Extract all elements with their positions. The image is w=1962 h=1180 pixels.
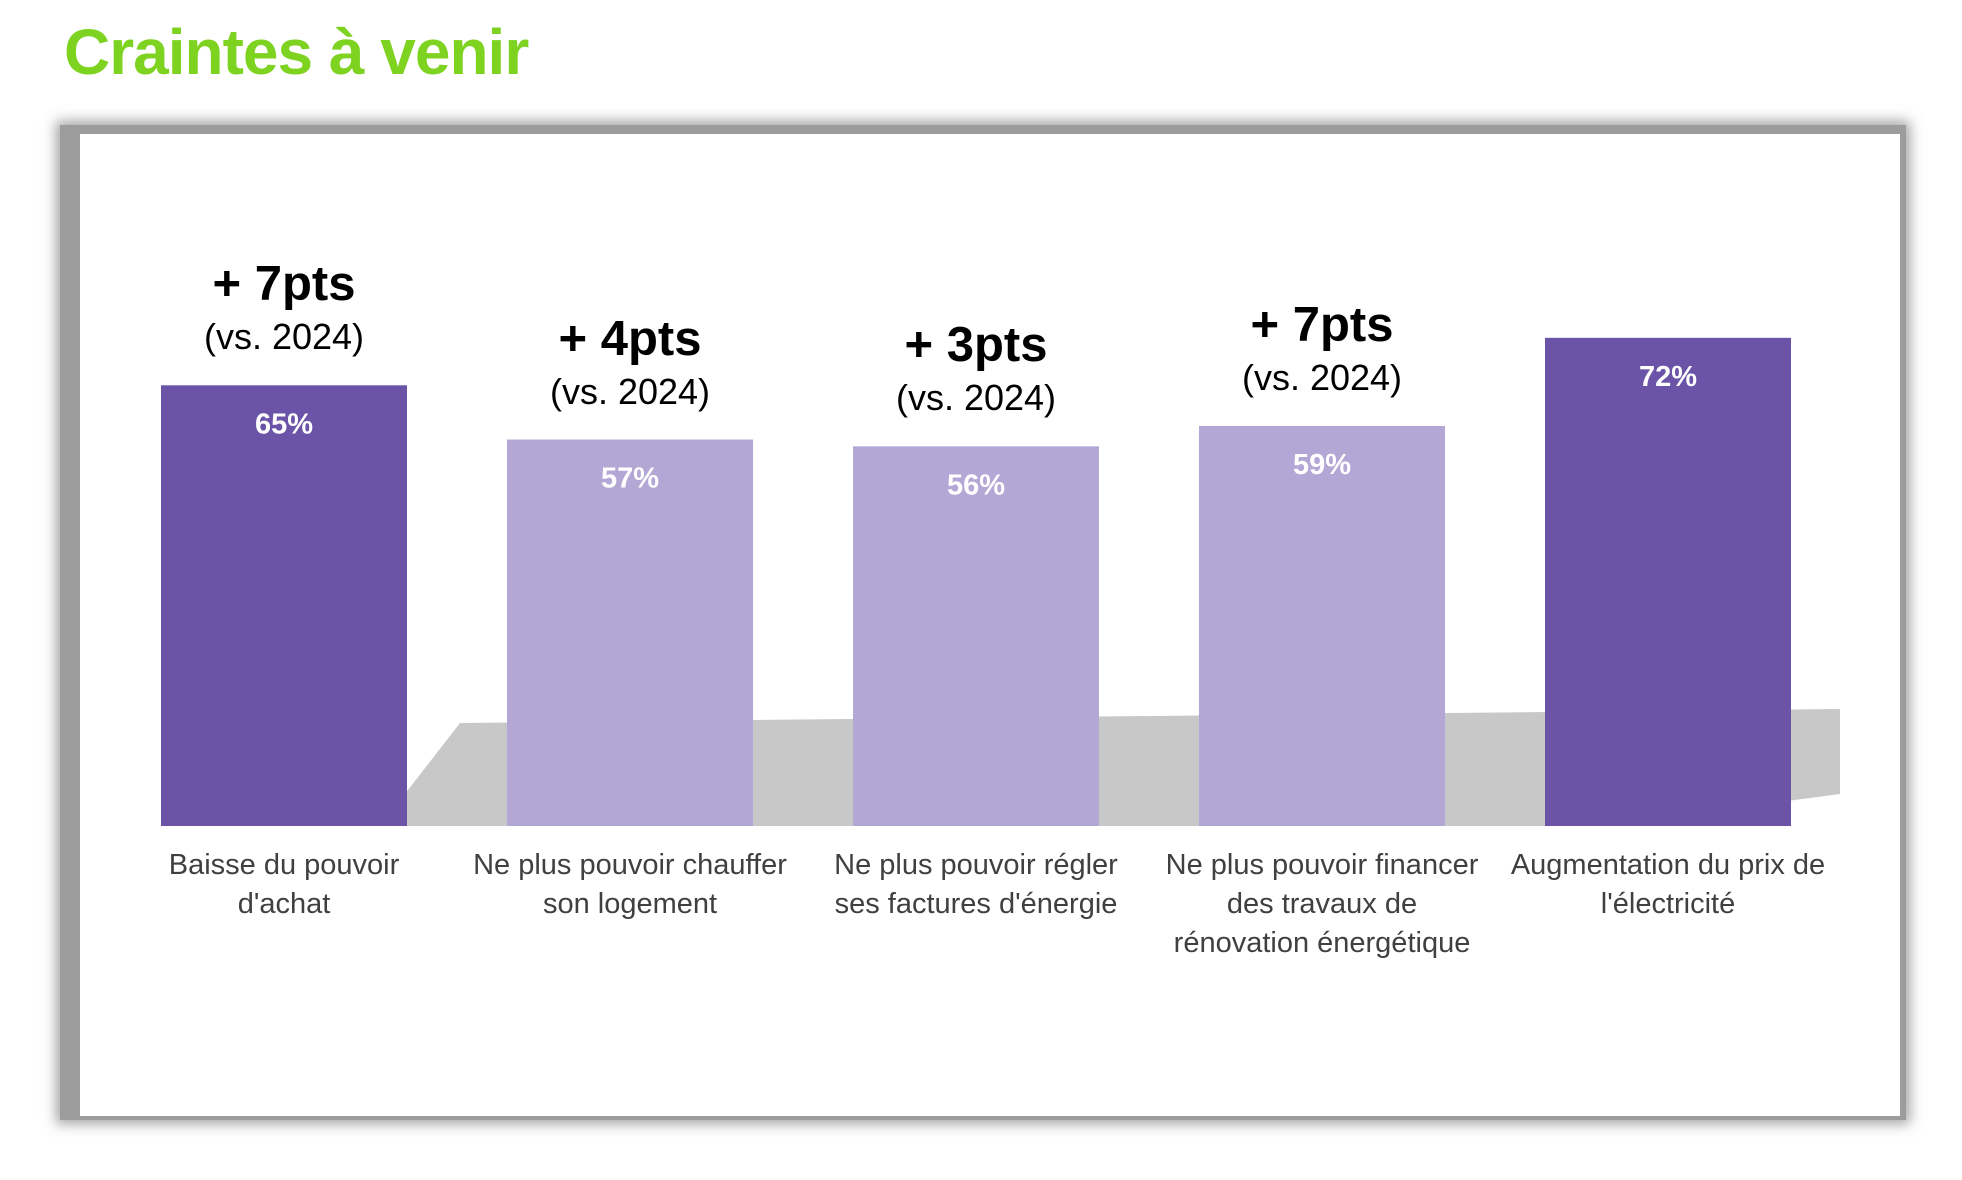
category-label-line: ses factures d'énergie [834,888,1118,920]
bar-value-label-1: 65% [255,408,313,440]
chart-panel: 65% 57% 56% 59% 72% Baisse du pouvoir d'achat… [80,134,1900,1116]
bar-chart: 65% 57% 56% 59% 72% [161,337,1840,826]
change-annotation-4: + 7pts (vs. 2024) [1162,296,1482,402]
change-delta: + 7pts [212,257,356,312]
category-label-line: Augmentation du prix de [1510,849,1826,881]
bar-value-label-3: 56% [947,469,1005,501]
change-delta: + 4pts [558,311,702,366]
change-reference: (vs. 2024) [549,370,711,412]
category-label-line: son logement [542,888,718,920]
category-label-line: rénovation énergétique [1173,927,1471,959]
change-annotation-3: + 3pts (vs. 2024) [816,316,1136,422]
bar-2 [507,439,753,826]
bar-value-label-2: 57% [601,463,659,495]
category-label-line: l'électricité [1600,888,1736,920]
category-label-5: Augmentation du prix de l'électricité [1503,846,1833,924]
category-label-line: Ne plus pouvoir chauffer [473,849,787,881]
category-label-line: Ne plus pouvoir régler [834,849,1118,881]
category-label-3: Ne plus pouvoir régler ses factures d'éne… [811,846,1141,924]
bar-3 [853,446,1099,826]
bar-1 [161,385,407,826]
category-label-2: Ne plus pouvoir chauffer son logement [465,846,795,924]
category-label-line: d'achat [237,888,331,920]
page-title: Craintes à venir [64,16,529,88]
bar-value-label-5: 72% [1639,361,1697,393]
category-label-line: Baisse du pouvoir [168,849,400,881]
category-label-line: Ne plus pouvoir financer [1165,849,1479,881]
change-delta: + 7pts [1250,297,1394,352]
change-delta: + 3pts [904,318,1048,373]
category-label-1: Baisse du pouvoir d'achat [119,846,449,924]
change-annotation-2: + 4pts (vs. 2024) [470,310,790,416]
bar-5 [1545,337,1791,826]
bar-value-label-4: 59% [1293,449,1351,481]
change-annotation-1: + 7pts (vs. 2024) [124,255,444,361]
change-reference: (vs. 2024) [895,377,1057,419]
bar-4 [1199,425,1445,826]
change-reference: (vs. 2024) [1241,356,1403,398]
category-label-line: des travaux de [1226,888,1418,920]
change-reference: (vs. 2024) [203,316,365,358]
category-label-4: Ne plus pouvoir financer des travaux de ré… [1157,846,1487,963]
